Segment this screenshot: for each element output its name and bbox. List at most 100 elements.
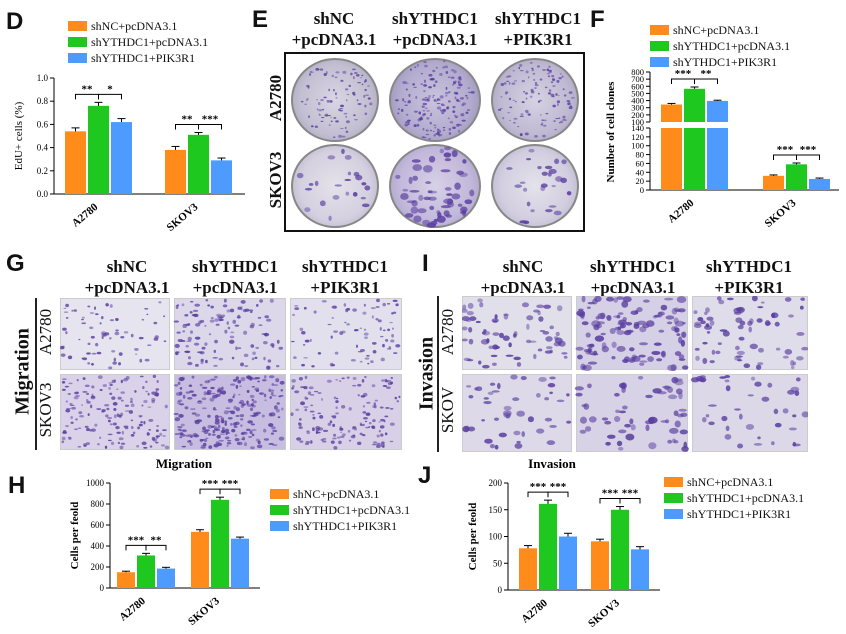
stained-cell — [94, 423, 98, 427]
stained-cell — [89, 326, 94, 330]
stained-cell — [417, 118, 421, 122]
stained-cell — [350, 358, 356, 362]
y-tick-label: 0 — [498, 585, 503, 595]
stained-cell — [201, 407, 207, 410]
stained-cell — [187, 356, 191, 360]
stained-cell — [462, 425, 470, 433]
stained-cell — [446, 198, 454, 206]
stained-cell — [444, 65, 449, 69]
stained-cell — [483, 397, 490, 400]
stained-cell — [175, 392, 182, 396]
stained-cell — [616, 330, 625, 335]
stained-cell — [364, 375, 367, 379]
stained-cell — [521, 101, 525, 104]
stained-cell — [343, 303, 347, 307]
stained-cell — [512, 99, 516, 101]
stained-cell — [319, 414, 324, 419]
bar — [65, 131, 86, 194]
significance-label: *** — [777, 144, 794, 156]
stained-cell — [611, 356, 616, 360]
stained-cell — [457, 203, 463, 207]
stained-cell — [199, 351, 205, 355]
stained-cell — [120, 379, 124, 384]
stained-cell — [479, 302, 484, 308]
stained-cell — [697, 317, 704, 322]
stained-cell — [392, 311, 397, 314]
stained-cell — [361, 74, 364, 77]
stained-cell — [321, 300, 327, 303]
stained-cell — [512, 397, 520, 402]
bar — [707, 100, 728, 122]
y-tick-label: 100 — [631, 141, 644, 151]
stained-cell — [545, 209, 553, 213]
stained-cell — [513, 430, 521, 436]
stained-cell — [645, 320, 655, 327]
stained-cell — [708, 421, 715, 426]
stained-cell — [735, 355, 743, 358]
stained-cell — [737, 443, 744, 449]
stained-cell — [301, 363, 305, 367]
stained-cell — [368, 421, 372, 425]
stained-cell — [257, 380, 260, 383]
stained-cell — [81, 404, 84, 406]
significance-bracket — [145, 544, 167, 551]
stained-cell — [354, 72, 358, 74]
stained-cell — [63, 307, 67, 310]
stained-cell — [300, 100, 304, 103]
legend-label: shYTHDC1+PIK3R1 — [293, 519, 398, 533]
stained-cell — [638, 342, 649, 346]
stained-cell — [508, 119, 512, 121]
stained-cell — [570, 105, 573, 107]
stained-cell — [429, 121, 432, 125]
stained-cell — [502, 116, 505, 120]
stained-cell — [508, 81, 511, 85]
stained-cell — [348, 407, 352, 411]
stained-cell — [555, 176, 563, 182]
col-header-2-i: shYTHDC1 +pcDNA3.1 — [578, 256, 688, 298]
stained-cell — [424, 64, 428, 68]
stained-cell — [456, 170, 464, 175]
legend-label: shYTHDC1+PIK3R1 — [91, 51, 196, 65]
stained-cell — [676, 333, 681, 336]
stained-cell — [214, 318, 219, 322]
stained-cell — [345, 130, 349, 134]
stained-cell — [354, 119, 358, 121]
stained-cell — [483, 400, 492, 405]
stained-cell — [271, 383, 274, 386]
stained-cell — [203, 438, 208, 443]
stained-cell — [188, 384, 193, 388]
stained-cell — [294, 305, 299, 307]
stained-cell — [790, 360, 795, 367]
stained-cell — [269, 412, 276, 417]
stained-cell — [235, 346, 238, 351]
stained-cell — [753, 443, 763, 446]
stained-cell — [444, 187, 452, 191]
stained-cell — [181, 445, 187, 448]
stained-cell — [545, 336, 553, 342]
stained-cell — [278, 346, 284, 350]
stained-cell — [252, 377, 257, 380]
bar — [117, 572, 135, 588]
stained-cell — [721, 415, 728, 422]
stained-cell — [78, 338, 81, 341]
stained-cell — [422, 102, 427, 106]
stained-cell — [268, 388, 271, 393]
stained-cell — [335, 397, 339, 400]
stained-cell — [554, 129, 557, 131]
col-header-line2: +PIK3R1 — [310, 278, 380, 297]
stained-cell — [230, 410, 236, 415]
stained-cell — [432, 130, 435, 133]
stained-cell — [382, 385, 388, 388]
stained-cell — [593, 350, 598, 356]
legend-swatch — [68, 37, 87, 47]
stained-cell — [459, 97, 465, 100]
y-tick-label: 0.2 — [37, 166, 48, 176]
y-tick-label: 80 — [636, 150, 645, 160]
stained-cell — [788, 427, 797, 431]
stained-cell — [87, 362, 91, 365]
stained-cell — [429, 205, 435, 211]
stained-cell — [197, 400, 202, 403]
stained-cell — [755, 364, 762, 370]
stained-cell — [305, 397, 309, 400]
stained-cell — [370, 360, 374, 364]
